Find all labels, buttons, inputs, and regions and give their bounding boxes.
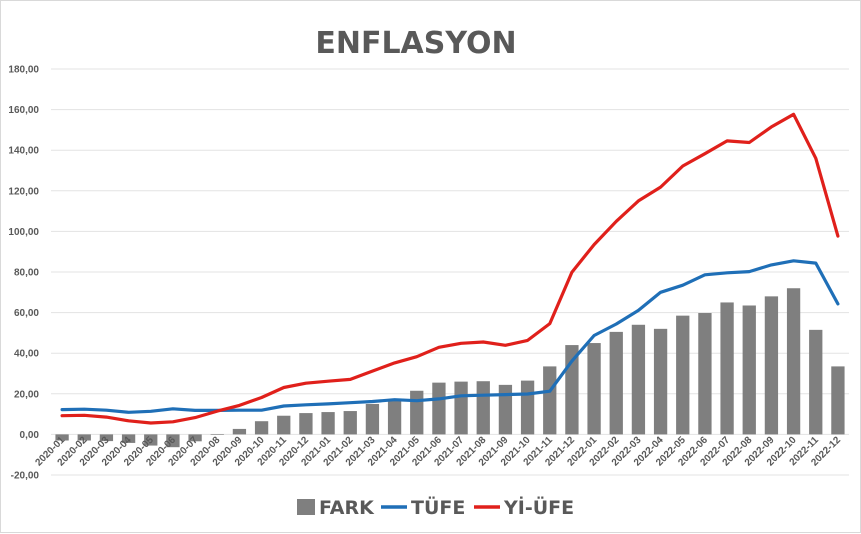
legend-fark: FARK: [319, 497, 375, 519]
y-tick-label: 180,00: [8, 65, 39, 76]
y-tick-label: -20,00: [11, 471, 40, 482]
y-tick-label: 140,00: [8, 146, 39, 157]
fark-bar: [277, 415, 291, 435]
fark-bar: [809, 329, 823, 435]
y-tick-label: 120,00: [8, 186, 39, 197]
legend-tufe: TÜFE: [411, 495, 465, 519]
fark-bar: [720, 302, 734, 435]
fark-bar: [543, 366, 557, 435]
yiufe-line: [60, 112, 840, 425]
fark-bar: [77, 434, 91, 441]
y-axis-ticks: -20,00 0,00 20,00 40,00 60,00 80,00 100,00 120,…: [8, 65, 39, 482]
y-tick-label: 160,00: [8, 105, 39, 116]
fark-bar: [764, 296, 779, 435]
fark-bars: [55, 288, 845, 448]
fark-bar: [210, 434, 224, 435]
fark-bar: [454, 381, 468, 435]
y-tick-label: 40,00: [14, 349, 39, 360]
y-tick-label: 20,00: [14, 389, 39, 400]
y-tick-label: 0,00: [20, 430, 40, 441]
fark-bar: [99, 434, 114, 442]
fark-bar: [121, 434, 136, 443]
fark-bar: [831, 366, 845, 435]
tufe-line: [60, 259, 840, 414]
fark-bar: [166, 434, 180, 448]
fark-bar: [55, 434, 69, 441]
fark-bar: [786, 288, 801, 435]
fark-bar: [343, 411, 357, 435]
fark-bar: [520, 380, 535, 435]
gridlines: [51, 68, 849, 476]
fark-bar: [609, 331, 623, 435]
fark-bar: [432, 382, 446, 435]
fark-bar: [631, 324, 646, 435]
fark-bar: [321, 412, 335, 435]
fark-bar: [698, 313, 712, 435]
fark-bar: [742, 305, 756, 435]
fark-bar: [144, 434, 158, 446]
legend: FARK TÜFE Yİ-ÜFE: [297, 495, 574, 519]
fark-bar: [410, 390, 424, 435]
chart-title: ENFLASYON: [315, 26, 516, 61]
y-tick-label: 60,00: [14, 308, 39, 319]
fark-bar: [299, 413, 313, 435]
series-lines: [60, 112, 840, 425]
fark-bar: [653, 328, 668, 435]
y-tick-label: 80,00: [14, 268, 39, 279]
legend-swatch: [297, 499, 315, 515]
fark-bar: [676, 315, 690, 435]
fark-bar: [254, 421, 269, 435]
fark-bar: [387, 399, 402, 435]
legend-yiufe: Yİ-ÜFE: [503, 495, 574, 519]
fark-bar: [365, 403, 380, 435]
fark-bar: [476, 381, 490, 435]
fark-bar: [565, 345, 579, 435]
fark-bar: [232, 428, 247, 435]
fark-bar: [498, 384, 513, 435]
y-tick-label: 100,00: [8, 227, 39, 238]
fark-bar: [587, 343, 601, 435]
fark-bar: [188, 434, 202, 442]
